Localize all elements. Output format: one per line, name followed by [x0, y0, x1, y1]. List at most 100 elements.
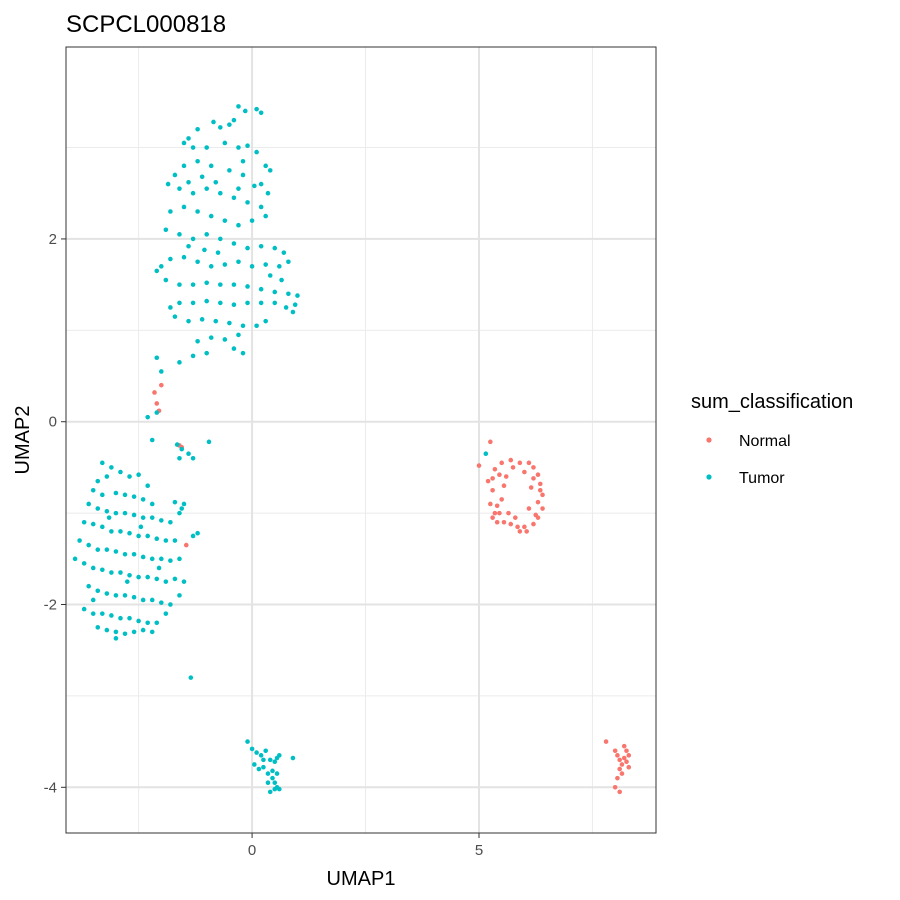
data-point-tumor [95, 506, 101, 511]
data-point-tumor [136, 533, 141, 539]
data-point-tumor [218, 125, 223, 130]
data-point-tumor [222, 218, 228, 223]
data-point-tumor [90, 597, 96, 603]
data-point-tumor [81, 606, 87, 612]
data-point-tumor [249, 264, 255, 269]
data-point-normal [526, 506, 532, 511]
data-point-normal [183, 542, 189, 548]
data-point-tumor [265, 190, 271, 196]
data-point-normal [476, 463, 482, 468]
data-point-tumor [163, 611, 169, 616]
data-point-normal [510, 465, 516, 470]
data-point-normal [515, 524, 520, 530]
legend-key-tumor [706, 474, 712, 480]
data-point-normal [490, 515, 495, 520]
data-point-normal [490, 487, 495, 493]
data-point-normal [603, 739, 609, 744]
data-point-tumor [258, 110, 264, 116]
x-tick-label: 5 [475, 842, 483, 859]
data-point-tumor [254, 750, 259, 755]
data-point-tumor [222, 262, 228, 267]
data-point-tumor [195, 259, 200, 265]
data-point-tumor [274, 771, 280, 776]
data-point-tumor [90, 487, 96, 493]
data-point-tumor [177, 510, 182, 516]
data-point-normal [522, 469, 527, 475]
data-point-tumor [109, 529, 114, 534]
data-point-normal [540, 506, 545, 511]
data-point-tumor [265, 771, 271, 776]
series-tumor [72, 104, 489, 795]
data-point-tumor [195, 209, 200, 214]
data-point-normal [501, 483, 507, 488]
data-point-tumor [124, 579, 130, 584]
data-point-normal [492, 466, 498, 472]
data-point-tumor [236, 259, 241, 265]
data-point-normal [508, 521, 514, 527]
data-point-normal [535, 472, 541, 478]
data-point-tumor [131, 594, 137, 600]
data-point-tumor [127, 530, 132, 536]
data-point-normal [513, 515, 518, 520]
data-point-tumor [95, 547, 101, 552]
data-point-tumor [267, 757, 273, 763]
data-point-tumor [145, 483, 150, 488]
data-point-tumor [172, 314, 178, 319]
data-point-tumor [190, 533, 196, 539]
data-point-tumor [249, 218, 255, 223]
data-point-normal [615, 753, 620, 758]
data-point-normal [154, 401, 160, 406]
data-point-tumor [202, 247, 207, 253]
data-point-tumor [177, 282, 182, 287]
data-point-tumor [177, 593, 182, 598]
data-point-tumor [154, 576, 160, 582]
data-point-tumor [252, 762, 257, 767]
data-point-tumor [136, 472, 141, 478]
data-point-tumor [168, 602, 173, 607]
data-point-tumor [145, 414, 150, 420]
data-point-tumor [145, 574, 150, 580]
data-point-tumor [163, 277, 169, 283]
data-point-tumor [181, 163, 187, 169]
data-point-tumor [236, 332, 241, 338]
data-point-tumor [261, 757, 266, 763]
data-point-tumor [281, 250, 287, 255]
data-point-tumor [195, 338, 200, 344]
data-point-tumor [113, 629, 119, 635]
data-point-tumor [100, 460, 105, 466]
data-point-tumor [131, 629, 137, 635]
data-point-tumor [231, 195, 237, 201]
data-point-tumor [145, 533, 150, 539]
data-point-tumor [136, 618, 141, 624]
data-point-tumor [86, 583, 91, 589]
data-point-tumor [81, 519, 87, 525]
data-point-normal [506, 510, 511, 516]
data-point-tumor [258, 204, 264, 210]
data-point-tumor [95, 625, 101, 630]
data-point-tumor [245, 200, 250, 205]
data-point-tumor [213, 179, 219, 185]
data-point-tumor [195, 530, 200, 536]
data-point-tumor [172, 538, 178, 543]
data-point-tumor [86, 542, 91, 548]
data-point-tumor [208, 163, 214, 169]
data-point-normal [619, 762, 625, 767]
data-point-tumor [149, 629, 155, 635]
data-point-tumor [118, 529, 123, 534]
data-point-tumor [122, 593, 128, 598]
data-point-tumor [190, 190, 196, 196]
data-point-tumor [249, 746, 255, 752]
data-point-tumor [231, 346, 237, 351]
data-point-tumor [149, 597, 155, 603]
data-point-tumor [199, 317, 205, 322]
data-point-tumor [127, 615, 132, 621]
data-point-tumor [190, 353, 196, 359]
data-point-tumor [204, 232, 209, 237]
data-point-tumor [199, 174, 205, 180]
data-point-tumor [218, 300, 223, 306]
data-point-tumor [245, 284, 250, 289]
data-point-normal [494, 519, 500, 525]
data-point-tumor [122, 631, 128, 637]
data-point-tumor [190, 145, 196, 150]
